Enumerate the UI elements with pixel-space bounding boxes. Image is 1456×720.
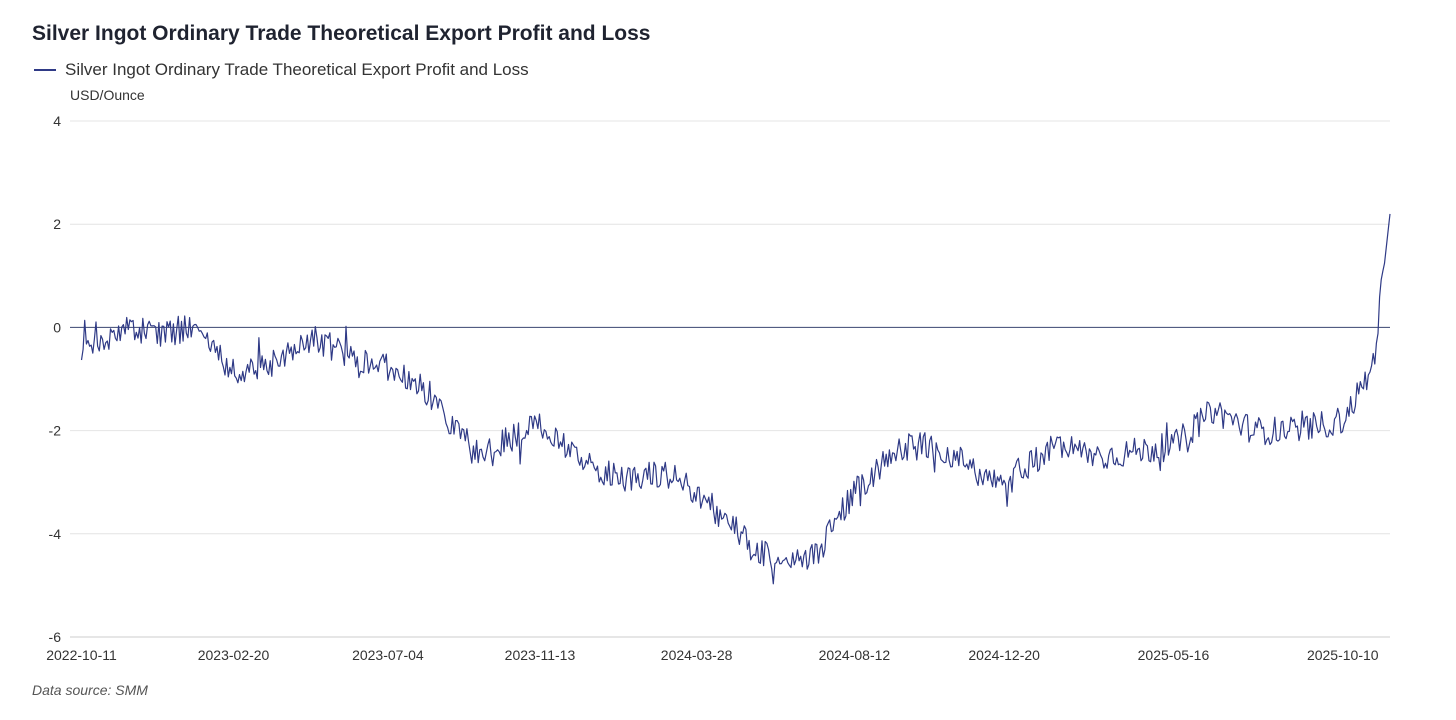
y-tick-label: 4 xyxy=(53,113,61,129)
data-source: Data source: SMM xyxy=(32,682,148,698)
y-axis: 4 2 0 -2 -4 -6 xyxy=(49,113,62,645)
x-tick-label: 2024-08-12 xyxy=(819,647,891,663)
y-tick-label: 0 xyxy=(53,319,61,335)
legend[interactable]: Silver Ingot Ordinary Trade Theoretical … xyxy=(34,60,529,80)
legend-swatch xyxy=(34,69,56,71)
x-tick-label: 2023-02-20 xyxy=(198,647,270,663)
y-tick-label: 2 xyxy=(53,216,61,232)
series-line xyxy=(80,213,1391,585)
y-axis-unit: USD/Ounce xyxy=(70,87,145,103)
x-tick-label: 2022-10-11 xyxy=(46,647,117,663)
y-tick-label: -4 xyxy=(49,526,62,542)
x-tick-label: 2024-03-28 xyxy=(661,647,733,663)
y-tick-label: -2 xyxy=(49,423,62,439)
x-tick-label: 2024-12-20 xyxy=(968,647,1040,663)
x-tick-label: 2023-11-13 xyxy=(505,647,576,663)
chart-title: Silver Ingot Ordinary Trade Theoretical … xyxy=(32,22,651,45)
series-layer xyxy=(80,213,1391,585)
x-tick-label: 2025-05-16 xyxy=(1138,647,1210,663)
x-tick-label: 2023-07-04 xyxy=(352,647,424,663)
y-tick-label: -6 xyxy=(49,629,62,645)
x-axis: 2022-10-11 2023-02-20 2023-07-04 2023-11-13… xyxy=(46,636,1390,663)
grid-lines xyxy=(70,120,1390,638)
x-tick-label: 2025-10-10 xyxy=(1307,647,1379,663)
legend-label: Silver Ingot Ordinary Trade Theoretical … xyxy=(65,60,529,79)
